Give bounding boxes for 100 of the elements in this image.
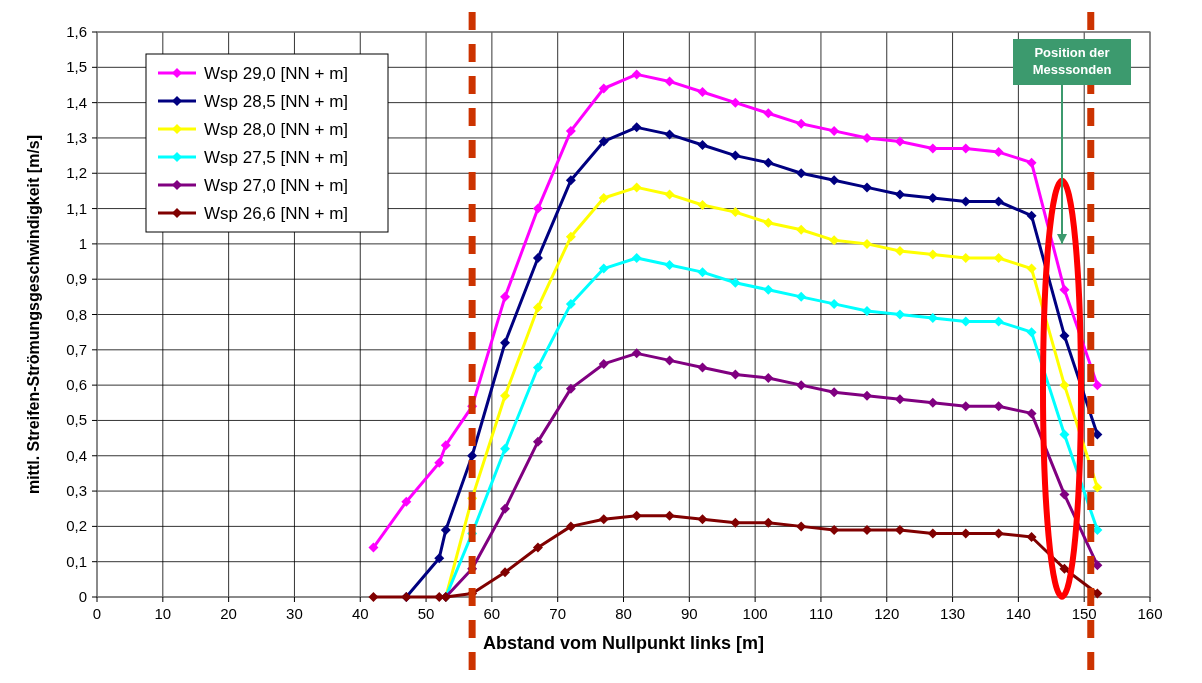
- point: [500, 337, 511, 348]
- point: [434, 553, 445, 564]
- point: [1092, 380, 1103, 391]
- point: [598, 358, 609, 369]
- y-tick-label: 1,2: [66, 164, 87, 182]
- point: [1059, 284, 1070, 295]
- point: [894, 394, 905, 405]
- point: [829, 125, 840, 136]
- x-tick-label: 140: [1005, 605, 1031, 622]
- y-tick-label: 0: [78, 588, 87, 605]
- point: [598, 83, 609, 94]
- point: [1059, 380, 1070, 391]
- point: [993, 253, 1004, 263]
- point: [763, 108, 774, 119]
- y-tick-label: 1,1: [66, 199, 87, 217]
- point: [697, 140, 708, 150]
- point: [796, 521, 807, 532]
- point: [565, 175, 576, 186]
- y-tick-label: 0,3: [66, 482, 87, 500]
- point: [796, 118, 807, 129]
- point: [532, 203, 543, 214]
- x-tick-label: 20: [220, 605, 237, 622]
- y-tick-label: 0,5: [66, 411, 87, 429]
- point: [960, 401, 971, 412]
- point: [993, 401, 1004, 412]
- x-tick-label: 150: [1071, 605, 1097, 622]
- point: [763, 284, 774, 295]
- x-tick-label: 30: [286, 605, 303, 622]
- point: [960, 316, 971, 327]
- point: [565, 298, 576, 309]
- x-tick-label: 10: [154, 605, 172, 622]
- y-tick-label: 0,7: [66, 340, 87, 358]
- x-tick-label: 90: [680, 605, 698, 622]
- legend-label: Wsp 28,5 [NN + m]: [204, 92, 349, 111]
- point: [565, 125, 576, 136]
- y-tick-label: 0,9: [66, 270, 87, 288]
- point: [565, 521, 576, 532]
- point: [796, 224, 807, 235]
- y-tick-label: 1,4: [66, 93, 87, 111]
- x-tick-label: 130: [940, 605, 966, 622]
- point: [862, 182, 873, 193]
- point: [631, 348, 642, 359]
- x-tick-label: 60: [483, 605, 501, 622]
- point: [532, 302, 543, 313]
- annotation: Position der Messsonden: [1032, 45, 1112, 77]
- point: [631, 122, 642, 133]
- point: [1059, 429, 1070, 440]
- point: [894, 245, 905, 256]
- point: [763, 157, 774, 168]
- point: [1059, 330, 1070, 341]
- point: [434, 457, 445, 468]
- point: [532, 542, 543, 553]
- point: [1059, 563, 1070, 574]
- point: [440, 440, 451, 451]
- point: [697, 514, 708, 525]
- point: [730, 97, 741, 108]
- point: [1092, 482, 1103, 493]
- point: [532, 253, 543, 263]
- point: [1026, 263, 1037, 274]
- point: [730, 207, 741, 218]
- y-tick-label: 0,1: [66, 552, 87, 570]
- point: [500, 503, 511, 514]
- point: [598, 192, 609, 203]
- x-axis-title: Abstand vom Nullpunkt links [m]: [482, 633, 765, 653]
- point: [697, 87, 708, 98]
- y-tick-label: 1,3: [66, 128, 87, 146]
- point: [598, 263, 609, 274]
- legend-label: Wsp 26,6 [NN + m]: [204, 204, 349, 223]
- point: [960, 253, 971, 263]
- point: [763, 217, 774, 228]
- point: [829, 175, 840, 186]
- point: [697, 362, 708, 373]
- point: [829, 387, 840, 398]
- point: [500, 390, 511, 401]
- point: [532, 362, 543, 373]
- point: [664, 129, 675, 140]
- point: [664, 510, 675, 521]
- point: [368, 542, 379, 553]
- point: [796, 168, 807, 179]
- point: [500, 291, 511, 302]
- point: [829, 235, 840, 246]
- point: [763, 373, 774, 384]
- point: [894, 309, 905, 320]
- point: [894, 136, 905, 147]
- point: [401, 496, 412, 507]
- legend-label: Wsp 27,5 [NN + m]: [204, 148, 349, 167]
- point: [500, 567, 511, 578]
- point: [565, 231, 576, 242]
- point: [927, 528, 938, 539]
- point: [927, 397, 938, 408]
- point: [993, 147, 1004, 158]
- y-tick-label: 0,4: [66, 446, 87, 464]
- y-tick-label: 0,6: [66, 376, 87, 394]
- x-tick-label: 40: [351, 605, 369, 622]
- point: [631, 510, 642, 521]
- x-tick-label: 50: [417, 605, 435, 622]
- x-tick-label: 100: [742, 605, 768, 622]
- point: [730, 277, 741, 288]
- y-axis-title: mittl. Streifen-Strömungsgeschwindigkeit [m/s]: [25, 134, 42, 495]
- point: [796, 291, 807, 302]
